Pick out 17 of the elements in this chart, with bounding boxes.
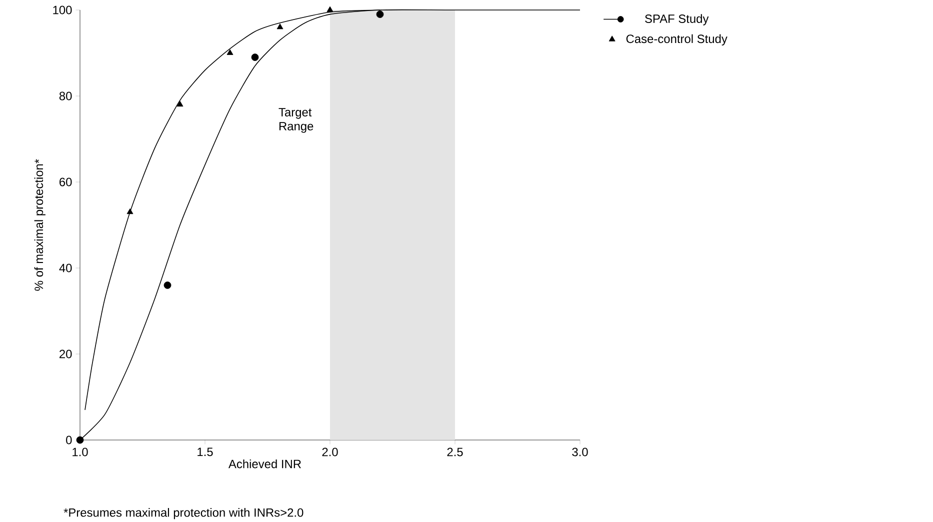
y-tick-label: 60 [60,178,72,186]
x-tick-label: 3.0 [572,448,588,456]
x-tick-label: 2.5 [447,448,463,456]
y-tick-label: 0 [66,436,72,444]
y-tick-label: 100 [53,6,72,14]
band-label: Target Range [278,108,314,133]
x-tick-label: 1.0 [72,448,88,456]
legend-label: Case-control Study [626,34,728,46]
y-tick-label: 40 [59,264,72,272]
text: *Presumes maximal protection with INRs>2.0 [64,508,304,520]
x-axis-title: Achieved INR [228,459,301,468]
x-tick-label: 2.0 [322,448,338,456]
y-tick-label: 20 [60,350,72,358]
y-axis-title: % of maximal protection* [34,159,46,291]
legend-label: SPAF Study [645,14,709,26]
y-tick-label: 80 [59,92,72,100]
x-tick-label: 1.5 [198,448,213,456]
